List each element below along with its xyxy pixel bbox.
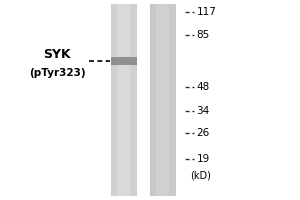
Bar bbox=[117, 4, 130, 196]
Text: 117: 117 bbox=[196, 7, 216, 17]
Bar bbox=[111, 4, 136, 196]
Text: SYK: SYK bbox=[43, 47, 71, 60]
Bar bbox=[150, 4, 176, 196]
Text: 19: 19 bbox=[196, 154, 210, 164]
Bar bbox=[156, 4, 169, 196]
Text: (pTyr323): (pTyr323) bbox=[29, 68, 85, 78]
Text: 34: 34 bbox=[196, 106, 210, 116]
Text: 85: 85 bbox=[196, 30, 210, 40]
Text: 26: 26 bbox=[196, 128, 210, 138]
Text: 48: 48 bbox=[196, 82, 210, 92]
Text: (kD): (kD) bbox=[190, 171, 212, 181]
Bar bbox=[111, 57, 136, 65]
